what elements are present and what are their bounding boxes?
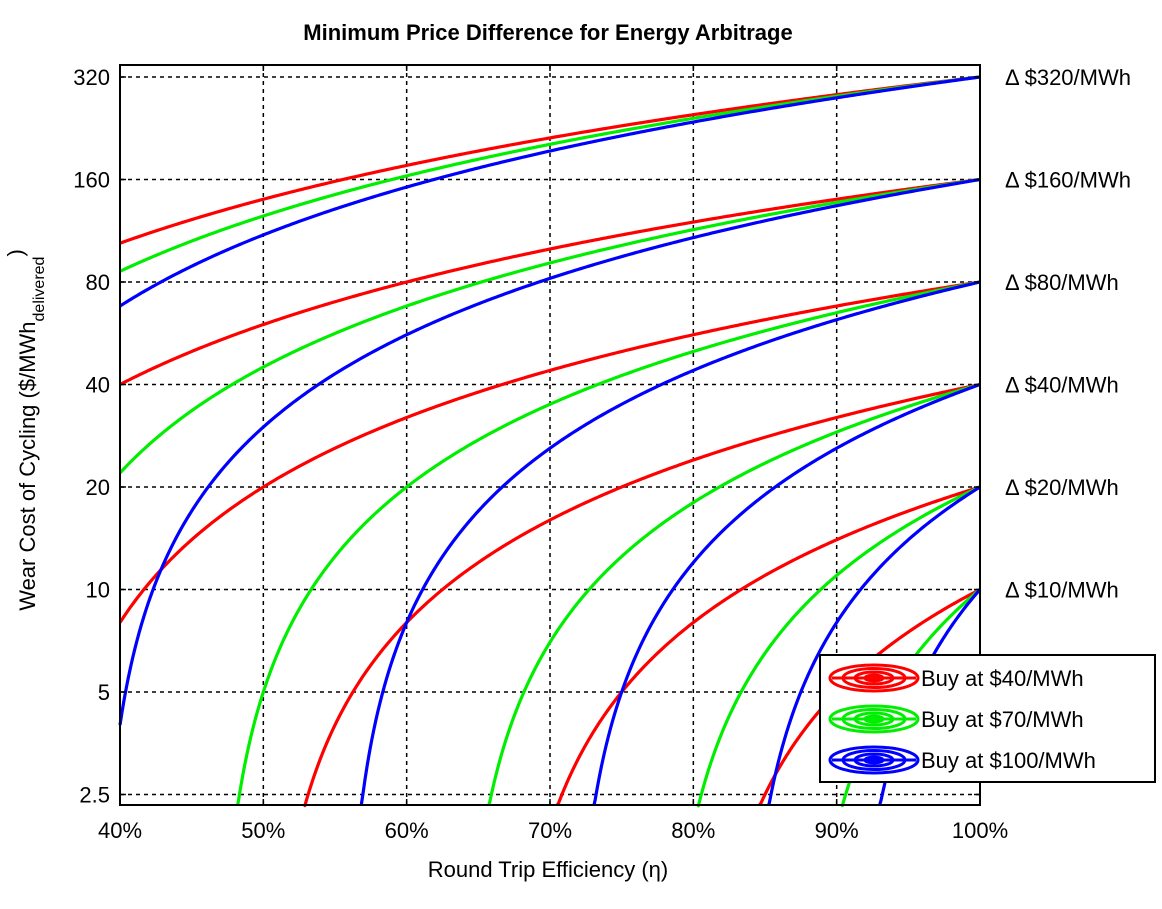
x-tick-label: 80% bbox=[671, 818, 715, 843]
series-line-buy-40-delta-160 bbox=[119, 177, 981, 386]
legend-swatch-ring-0-0 bbox=[828, 663, 920, 693]
y-tick-label: 2.5 bbox=[79, 783, 110, 808]
x-tick-label: 100% bbox=[952, 818, 1008, 843]
delta-labels: Δ $320/MWh Δ $160/MWh Δ $80/MWh Δ $40/MWh Δ … bbox=[1005, 65, 1131, 603]
legend-entry-label: Buy at $70/MWh bbox=[921, 707, 1084, 732]
chart-title: Minimum Price Difference for Energy Arbi… bbox=[303, 20, 792, 45]
series-line-buy-100-delta-20 bbox=[767, 485, 981, 806]
series-line-buy-100-delta-320 bbox=[119, 75, 981, 308]
y-axis-label-sub: delivered bbox=[31, 257, 48, 322]
series-line-buy-40-delta-20 bbox=[555, 485, 981, 806]
x-tick-label: 40% bbox=[98, 818, 142, 843]
y-tick-label: 160 bbox=[73, 168, 110, 193]
delta-label: Δ $40/MWh bbox=[1005, 373, 1119, 398]
y-tick-label: 5 bbox=[98, 680, 110, 705]
delta-label: Δ $320/MWh bbox=[1005, 65, 1131, 90]
y-tick-label: 320 bbox=[73, 65, 110, 90]
x-tick-label: 50% bbox=[241, 818, 285, 843]
y-tick-label: 80 bbox=[86, 270, 110, 295]
delta-label: Δ $20/MWh bbox=[1005, 475, 1119, 500]
series-line-buy-70-delta-80 bbox=[235, 280, 981, 806]
series-line-buy-40-delta-40 bbox=[303, 382, 981, 808]
legend-swatch-ring-2-0 bbox=[828, 745, 920, 775]
y-tick-label: 10 bbox=[86, 578, 110, 603]
delta-label: Δ $160/MWh bbox=[1005, 168, 1131, 193]
legend-entry-label: Buy at $100/MWh bbox=[921, 748, 1096, 773]
series-line-buy-100-delta-160 bbox=[118, 177, 981, 726]
x-tick-label: 90% bbox=[815, 818, 859, 843]
y-axis-label-close: ) bbox=[3, 249, 28, 256]
legend-entry-label: Buy at $40/MWh bbox=[921, 666, 1084, 691]
y-axis-label-main: Wear Cost of Cycling ($/MWh bbox=[15, 321, 40, 610]
y-axis-ticks: 2.5 5 10 20 40 80 160 320 bbox=[73, 65, 980, 808]
legend: Buy at $40/MWh Buy at $70/MWh Buy at $100/… bbox=[819, 654, 1156, 783]
legend-swatch-ring-1-0 bbox=[828, 704, 920, 734]
x-axis-ticks: 40% 50% 60% 70% 80% 90% 100% bbox=[98, 65, 1008, 843]
series-line-buy-40-delta-80 bbox=[118, 280, 981, 624]
series-line-buy-100-delta-80 bbox=[359, 280, 981, 806]
delta-label: Δ $10/MWh bbox=[1005, 578, 1119, 603]
x-tick-label: 70% bbox=[528, 818, 572, 843]
y-tick-label: 20 bbox=[86, 475, 110, 500]
series-line-buy-70-delta-160 bbox=[118, 177, 981, 475]
series-line-buy-70-delta-40 bbox=[487, 382, 981, 806]
series-line-buy-100-delta-40 bbox=[592, 382, 981, 806]
delta-label: Δ $80/MWh bbox=[1005, 270, 1119, 295]
y-axis-label: Wear Cost of Cycling ($/MWhdelivered) bbox=[3, 249, 48, 611]
x-axis-label: Round Trip Efficiency (η) bbox=[428, 857, 668, 882]
x-tick-label: 60% bbox=[385, 818, 429, 843]
y-tick-label: 40 bbox=[86, 373, 110, 398]
series-line-buy-70-delta-20 bbox=[696, 485, 981, 808]
